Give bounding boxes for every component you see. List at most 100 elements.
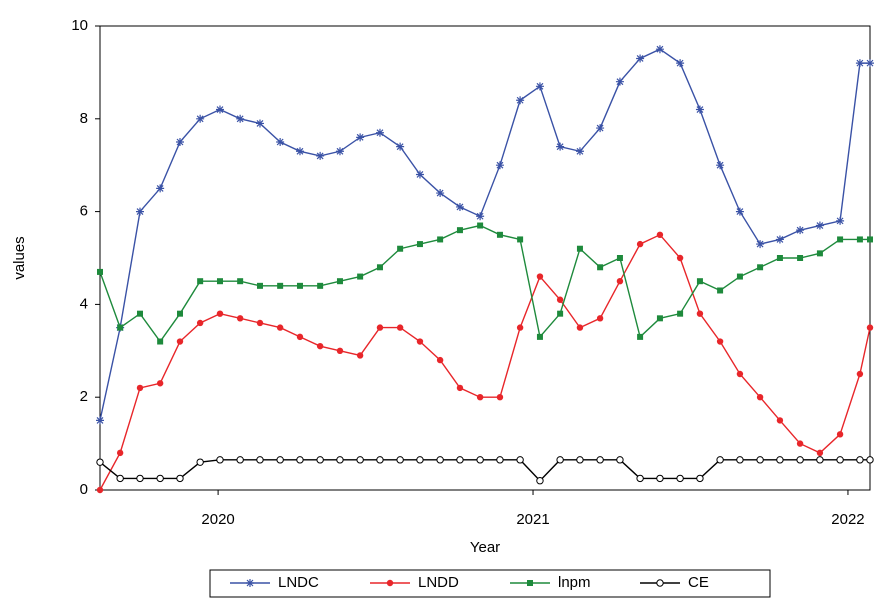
marker (477, 222, 484, 229)
x-tick-label: 2020 (201, 511, 234, 528)
marker (156, 184, 165, 193)
marker (856, 370, 864, 378)
marker (116, 474, 124, 483)
marker (436, 356, 444, 364)
marker (116, 449, 124, 457)
marker (97, 268, 103, 275)
marker (317, 282, 324, 289)
marker (695, 105, 704, 114)
series-line (99, 48, 870, 421)
marker (375, 128, 384, 137)
marker (96, 416, 104, 425)
y-tick-label: 8 (80, 110, 88, 127)
marker (796, 456, 804, 464)
marker (176, 474, 184, 483)
marker (196, 114, 205, 123)
x-axis-label: Year (470, 539, 500, 556)
marker (616, 278, 624, 285)
marker (637, 333, 644, 340)
marker (456, 227, 463, 234)
marker (856, 456, 864, 464)
marker (616, 255, 623, 261)
marker (866, 456, 874, 464)
marker (596, 124, 605, 133)
marker (276, 138, 285, 146)
marker (436, 456, 444, 464)
marker (836, 456, 844, 464)
marker (636, 474, 644, 483)
marker (596, 456, 604, 464)
marker (796, 440, 804, 447)
marker (296, 282, 303, 289)
legend-label: lnpm (558, 574, 591, 591)
marker (216, 456, 224, 464)
marker (276, 456, 284, 464)
marker (837, 236, 844, 243)
marker (256, 319, 264, 327)
marker (396, 324, 404, 331)
marker (556, 142, 565, 151)
marker (236, 456, 244, 464)
marker (246, 579, 254, 587)
marker (135, 207, 144, 216)
marker (656, 315, 663, 322)
marker (396, 142, 405, 151)
marker (677, 310, 684, 317)
marker (756, 456, 764, 464)
marker (276, 324, 284, 331)
marker (496, 231, 503, 238)
marker (476, 394, 484, 401)
marker (436, 189, 445, 198)
marker (866, 324, 874, 331)
marker (615, 77, 624, 86)
marker (836, 431, 844, 438)
y-tick-label: 10 (71, 17, 88, 34)
marker (277, 282, 284, 289)
marker (616, 456, 624, 464)
marker (536, 333, 543, 340)
marker (136, 474, 144, 483)
marker (376, 456, 384, 464)
marker (255, 119, 264, 128)
marker (816, 449, 824, 457)
marker (175, 138, 184, 146)
marker (316, 151, 325, 160)
x-tick-label: 2022 (831, 511, 864, 528)
marker (236, 114, 245, 123)
marker (516, 96, 525, 105)
marker (596, 315, 604, 322)
marker (476, 456, 484, 464)
marker (836, 216, 845, 225)
marker (757, 264, 764, 271)
marker (495, 161, 504, 170)
marker (336, 456, 344, 464)
marker (256, 456, 264, 464)
marker (716, 161, 725, 170)
marker (296, 456, 304, 464)
marker (676, 474, 684, 483)
marker (696, 310, 704, 317)
marker (357, 273, 364, 280)
marker (736, 273, 743, 280)
marker (656, 579, 664, 587)
marker (735, 207, 744, 216)
marker (816, 456, 824, 464)
marker (576, 456, 584, 464)
marker (716, 338, 724, 345)
series-line (99, 224, 870, 343)
marker (216, 278, 223, 285)
marker (576, 324, 584, 331)
marker (716, 456, 724, 464)
marker (336, 347, 344, 354)
marker (656, 231, 664, 238)
marker (717, 287, 724, 294)
marker (335, 147, 344, 156)
marker (576, 245, 583, 252)
marker (575, 147, 584, 156)
marker (655, 45, 664, 54)
marker (776, 255, 783, 261)
marker (157, 338, 164, 345)
marker (416, 338, 424, 345)
marker (96, 458, 104, 466)
